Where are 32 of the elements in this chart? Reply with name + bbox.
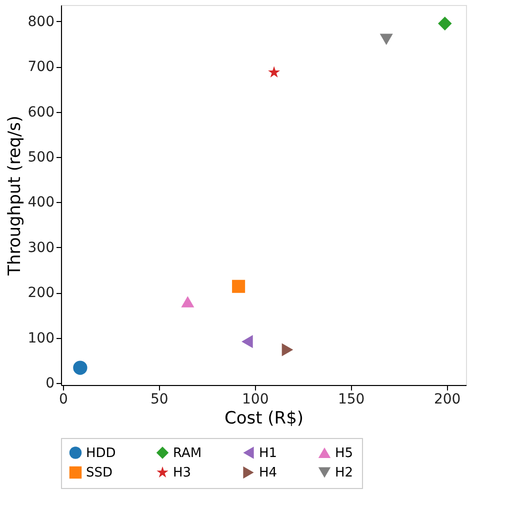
point: [282, 343, 294, 356]
y-tick-label: 100: [28, 330, 54, 346]
y-tick-label: 700: [28, 59, 54, 76]
legend-label: HDD: [86, 446, 116, 461]
point: [268, 66, 280, 78]
y-tick-label: 800: [28, 14, 54, 30]
legend-label: SSD: [86, 466, 113, 480]
point: [438, 16, 452, 30]
x-tick-label: 0: [58, 392, 68, 408]
legend-label: H3: [173, 466, 192, 480]
x-tick-label: 200: [434, 392, 461, 408]
legend-label: H2: [335, 466, 354, 480]
legend-label: H5: [335, 446, 354, 461]
y-tick-label: 0: [46, 376, 54, 392]
x-tick-label: 50: [150, 392, 168, 408]
legend-label: RAM: [173, 446, 202, 461]
x-tick-label: 100: [242, 392, 269, 408]
y-tick-label: 200: [28, 285, 54, 302]
point: [181, 296, 194, 308]
legend-label: H4: [259, 466, 278, 480]
y-tick-label: 400: [28, 194, 54, 211]
legend-label: H1: [259, 446, 278, 461]
x-tick-label: 150: [338, 392, 365, 408]
y-tick-label: 500: [28, 150, 54, 166]
y-axis-title: Throughput (req/s): [4, 116, 25, 276]
y-tick-label: 600: [28, 104, 54, 120]
y-tick-label: 300: [28, 240, 54, 256]
x-axis-title: Cost (R$): [224, 408, 304, 428]
point: [380, 34, 393, 46]
point: [232, 280, 246, 293]
point: [73, 360, 88, 375]
point: [242, 335, 253, 348]
